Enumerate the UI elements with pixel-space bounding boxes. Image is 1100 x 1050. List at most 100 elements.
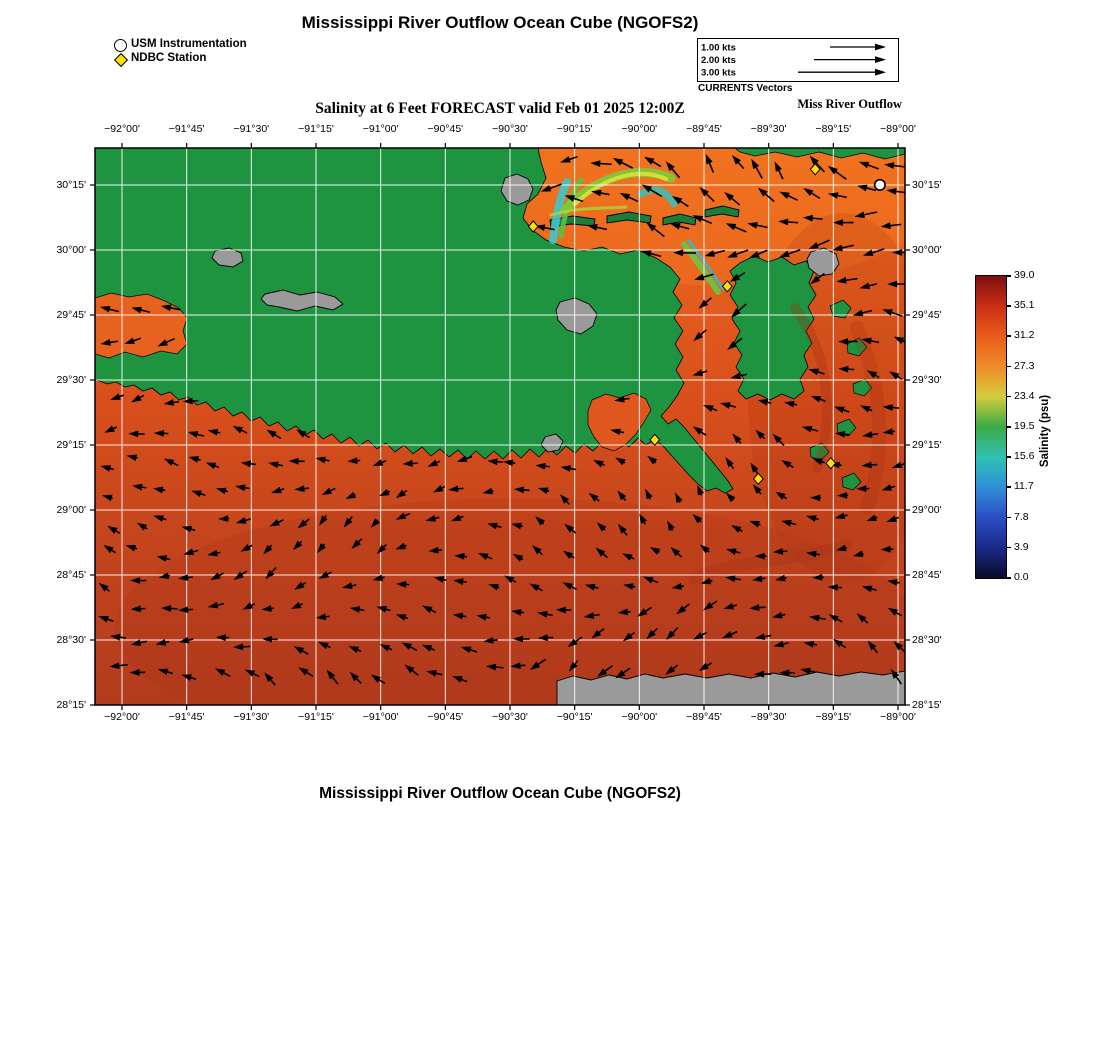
current-vector <box>157 668 174 676</box>
current-vector <box>884 162 905 169</box>
current-vector <box>670 222 690 230</box>
current-vector <box>882 404 900 411</box>
lat-tick-label: 29°15' <box>912 439 942 451</box>
current-vector <box>178 574 193 581</box>
current-vector <box>376 543 387 554</box>
currents-vector-legend: 1.00 kts 2.00 kts 3.00 kts <box>697 38 899 82</box>
current-vector <box>532 545 544 556</box>
lon-tick-label: −91°45' <box>168 123 205 135</box>
currents-speed-label: 3.00 kts <box>701 68 736 79</box>
colorbar-tick-mark <box>1006 305 1011 307</box>
current-vector <box>537 610 553 618</box>
current-vector <box>205 462 220 470</box>
current-vector <box>671 583 684 590</box>
colorbar-tick-label: 23.4 <box>1014 389 1035 402</box>
current-vector <box>703 405 718 412</box>
current-vector <box>725 492 736 503</box>
barrier-island <box>662 213 697 226</box>
current-vector <box>747 221 768 229</box>
current-vector <box>886 515 899 523</box>
current-vector <box>781 459 794 469</box>
current-vector <box>157 337 175 347</box>
current-vector <box>512 635 530 643</box>
current-vector <box>456 455 473 462</box>
current-vector <box>428 546 443 554</box>
current-vector <box>163 399 180 406</box>
colorbar-axis-label: Salinity (psu) <box>1039 394 1051 468</box>
current-vector <box>107 525 121 535</box>
current-vector <box>478 552 493 560</box>
current-vector <box>699 544 710 554</box>
current-vector <box>722 630 738 639</box>
current-vector <box>838 338 858 345</box>
lat-tick-label: 28°45' <box>912 569 942 581</box>
current-vector <box>699 187 715 202</box>
current-vector <box>645 488 653 500</box>
lat-tick-label: 29°45' <box>912 309 942 321</box>
current-vector <box>619 193 639 203</box>
current-vector <box>810 272 825 285</box>
lat-tick-label: 29°30' <box>912 374 942 386</box>
colorbar-tick-label: 27.3 <box>1014 359 1035 372</box>
current-vector <box>396 581 410 588</box>
lon-tick-label: −91°00' <box>362 711 399 723</box>
lat-tick-label: 29°00' <box>912 504 942 516</box>
colorbar-tick-label: 39.0 <box>1014 269 1035 281</box>
salinity-plume-streak <box>681 241 721 295</box>
current-vector <box>723 602 738 610</box>
current-vector <box>271 486 285 494</box>
marsh-islet <box>809 442 830 461</box>
current-vector <box>693 631 707 640</box>
current-vector <box>351 537 363 549</box>
current-vector <box>692 215 713 225</box>
lat-tick-label: 29°30' <box>56 374 86 386</box>
gray-land-patch <box>211 247 244 268</box>
current-vector <box>124 337 142 344</box>
current-vector <box>590 160 612 167</box>
current-vector <box>155 638 170 646</box>
colorbar-tick-label: 35.1 <box>1014 299 1035 312</box>
current-vector <box>665 161 681 179</box>
current-vector <box>265 566 277 580</box>
current-vector <box>153 429 169 437</box>
current-vector <box>130 639 148 647</box>
salinity-plume-streak <box>850 321 887 515</box>
current-vector <box>321 487 336 496</box>
salinity-plume-streak <box>549 178 571 244</box>
current-vector <box>809 155 826 173</box>
current-vector <box>837 491 849 499</box>
colorbar-tick-mark <box>1006 577 1011 579</box>
current-vector <box>450 514 464 522</box>
current-vector <box>294 485 310 493</box>
current-vector <box>292 540 303 551</box>
current-vector <box>372 574 385 582</box>
lon-tick-label: −90°30' <box>492 123 528 135</box>
current-vector <box>892 249 905 256</box>
current-vector <box>298 667 314 677</box>
current-vector <box>395 614 408 621</box>
lon-tick-label: −91°00' <box>362 123 399 135</box>
salinity-plume-streak <box>573 171 668 206</box>
current-vector <box>730 303 747 318</box>
current-vector <box>537 487 550 495</box>
current-vector <box>672 196 689 208</box>
current-vector <box>460 646 478 654</box>
current-vector <box>395 542 407 550</box>
current-vector <box>504 575 517 584</box>
current-vector <box>727 337 743 350</box>
lon-tick-label: −91°45' <box>168 711 205 723</box>
current-vector <box>370 518 381 528</box>
colorbar-tick-label: 7.8 <box>1014 510 1029 523</box>
usm-marker-icon <box>114 39 127 52</box>
current-vector <box>160 304 181 312</box>
current-vector <box>779 248 801 258</box>
current-vector <box>178 636 194 644</box>
current-vector <box>215 487 229 495</box>
current-vector <box>555 606 572 614</box>
current-vector <box>726 548 741 556</box>
current-vector <box>856 613 869 624</box>
lat-tick-label: 30°15' <box>912 179 942 191</box>
current-vector <box>432 484 446 493</box>
usm-station-marker <box>873 178 886 191</box>
current-vector <box>861 585 877 593</box>
